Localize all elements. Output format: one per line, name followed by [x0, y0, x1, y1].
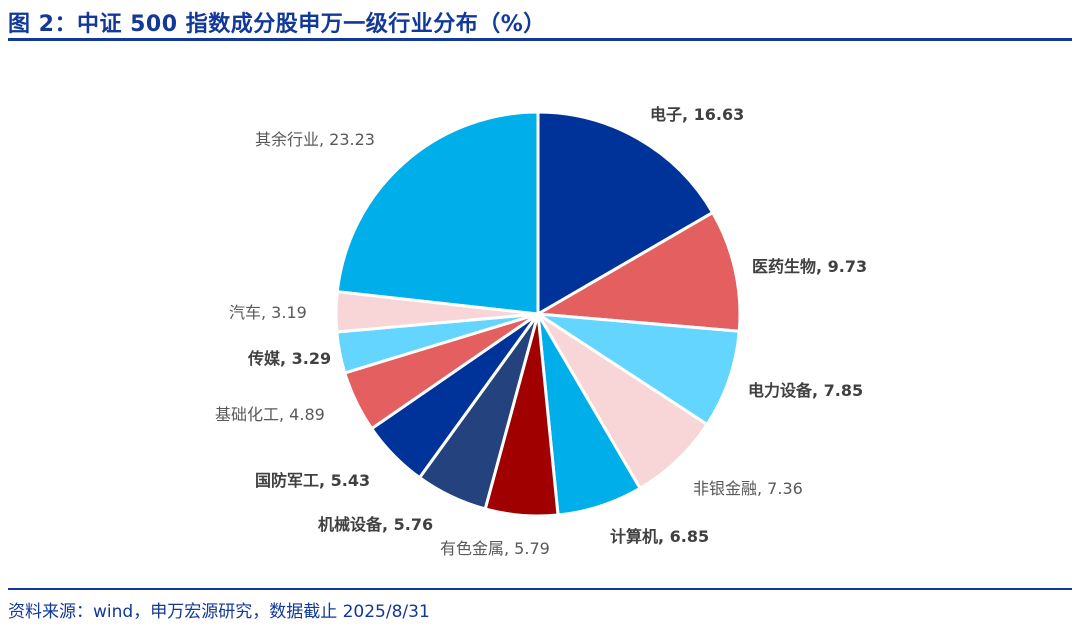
chart-title: 图 2：中证 500 指数成分股申万一级行业分布（%） — [8, 12, 546, 37]
slice-label-11: 其余行业, 23.23 — [255, 130, 375, 149]
title-divider — [8, 38, 1072, 41]
slice-label-1: 医药生物, 9.73 — [752, 257, 867, 276]
source-note: 资料来源：wind，申万宏源研究，数据截止 2025/8/31 — [8, 602, 430, 622]
slice-label-9: 传媒, 3.29 — [247, 349, 331, 368]
slice-label-2: 电力设备, 7.85 — [748, 381, 863, 400]
slice-label-8: 基础化工, 4.89 — [215, 405, 325, 424]
slice-label-4: 计算机, 6.85 — [610, 527, 709, 546]
slice-label-7: 国防军工, 5.43 — [255, 471, 370, 490]
pie-slice-11 — [335, 110, 540, 316]
slice-label-6: 机械设备, 5.76 — [318, 515, 433, 534]
slice-label-10: 汽车, 3.19 — [229, 303, 307, 322]
pie-slice-0 — [536, 110, 715, 316]
pie-slice-1 — [536, 211, 742, 333]
slice-label-5: 有色金属, 5.79 — [440, 539, 550, 558]
slice-label-0: 电子, 16.63 — [650, 105, 744, 124]
footer-divider — [8, 588, 1072, 590]
pie-slice-2 — [536, 312, 741, 426]
slice-label-3: 非银金融, 7.36 — [693, 479, 803, 498]
